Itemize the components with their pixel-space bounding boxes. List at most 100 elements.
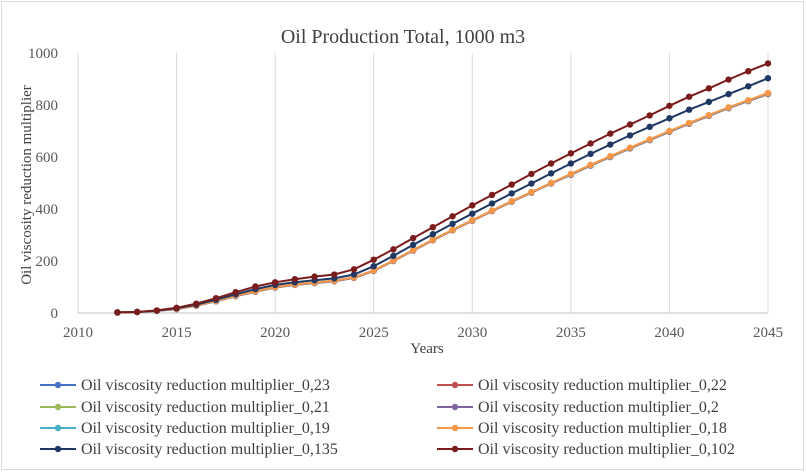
data-point bbox=[469, 202, 476, 209]
x-tick-label: 2020 bbox=[260, 325, 290, 341]
series-line bbox=[117, 93, 769, 314]
x-tick-label: 2010 bbox=[63, 325, 93, 341]
data-point bbox=[607, 130, 614, 137]
data-point bbox=[390, 257, 397, 264]
data-point bbox=[646, 112, 653, 119]
legend-swatch-marker bbox=[54, 381, 62, 389]
data-point bbox=[685, 119, 693, 127]
data-point bbox=[626, 121, 634, 128]
data-point bbox=[725, 76, 732, 83]
data-point bbox=[390, 246, 397, 253]
data-point bbox=[429, 224, 437, 231]
data-point bbox=[528, 170, 535, 178]
data-point bbox=[745, 97, 752, 104]
data-point bbox=[193, 300, 200, 307]
legend-label: Oil viscosity reduction multiplier_0,23 bbox=[81, 377, 330, 394]
data-point bbox=[626, 144, 634, 151]
data-point bbox=[685, 106, 693, 113]
data-point bbox=[745, 83, 752, 90]
data-point bbox=[666, 102, 673, 109]
series-line bbox=[117, 92, 769, 314]
series-line bbox=[117, 92, 769, 314]
data-point bbox=[331, 271, 338, 278]
y-tick-label: 1000 bbox=[28, 46, 58, 62]
data-point bbox=[173, 304, 180, 311]
legend-swatch-marker bbox=[54, 424, 62, 432]
series-6 bbox=[114, 75, 772, 316]
x-tick-label: 2015 bbox=[162, 325, 192, 341]
series-line bbox=[117, 62, 769, 314]
y-tick-label: 400 bbox=[36, 202, 59, 218]
data-point bbox=[646, 123, 653, 131]
legend-label: Oil viscosity reduction multiplier_0,21 bbox=[81, 399, 330, 416]
data-point bbox=[745, 68, 752, 75]
legend-label: Oil viscosity reduction multiplier_0,22 bbox=[478, 377, 727, 394]
series-7 bbox=[114, 60, 772, 316]
series-line bbox=[117, 92, 769, 314]
data-point bbox=[350, 271, 358, 278]
data-point bbox=[370, 256, 377, 263]
data-point bbox=[626, 132, 634, 139]
x-tick-label: 2030 bbox=[457, 325, 487, 341]
data-point bbox=[449, 226, 456, 233]
legend-label: Oil viscosity reduction multiplier_0,2 bbox=[478, 399, 719, 416]
data-point bbox=[370, 263, 377, 270]
data-point bbox=[547, 170, 555, 177]
data-point bbox=[311, 273, 318, 280]
data-point bbox=[705, 98, 713, 106]
data-point bbox=[469, 216, 476, 224]
series-1 bbox=[114, 90, 772, 316]
legend-swatch-marker bbox=[451, 403, 459, 411]
x-tick-label: 2035 bbox=[556, 325, 586, 341]
data-point bbox=[705, 111, 713, 119]
data-point bbox=[725, 90, 732, 98]
data-point bbox=[528, 180, 535, 187]
data-point bbox=[587, 140, 594, 147]
series-line bbox=[117, 92, 769, 314]
y-tick-label: 0 bbox=[51, 306, 59, 322]
data-point bbox=[567, 170, 575, 178]
data-point bbox=[705, 85, 713, 92]
legend-swatch-marker bbox=[451, 381, 459, 389]
data-point bbox=[153, 307, 161, 314]
data-point bbox=[508, 190, 515, 197]
legend-item: Oil viscosity reduction multiplier_0,18 bbox=[437, 420, 727, 437]
legend: Oil viscosity reduction multiplier_0,23 O… bbox=[40, 377, 735, 458]
data-point bbox=[271, 279, 279, 286]
data-point bbox=[666, 127, 673, 135]
x-tick-label: 2025 bbox=[359, 325, 389, 341]
data-point bbox=[409, 246, 417, 254]
data-point bbox=[212, 294, 220, 302]
data-point bbox=[232, 289, 239, 296]
legend-item: Oil viscosity reduction multiplier_0,21 bbox=[40, 399, 330, 416]
data-point bbox=[488, 200, 496, 207]
y-axis-label: Oil viscosity reduction multiplier bbox=[19, 85, 35, 285]
y-tick-label: 200 bbox=[36, 254, 59, 270]
data-point bbox=[252, 283, 259, 290]
legend-item: Oil viscosity reduction multiplier_0,2 bbox=[437, 399, 719, 416]
axes: 2010 2015 2020 2025 2030 2035 2040 2045 0 200 400 6… bbox=[28, 46, 783, 341]
legend-item: Oil viscosity reduction multiplier_0,135 bbox=[40, 441, 338, 458]
series-3 bbox=[114, 90, 772, 316]
data-point bbox=[449, 220, 456, 228]
data-point bbox=[508, 181, 515, 188]
legend-label: Oil viscosity reduction multiplier_0,19 bbox=[81, 420, 330, 437]
data-point bbox=[646, 136, 653, 143]
data-point bbox=[567, 150, 575, 157]
data-point bbox=[350, 266, 358, 273]
legend-item: Oil viscosity reduction multiplier_0,23 bbox=[40, 377, 330, 394]
data-point bbox=[409, 234, 417, 242]
data-point bbox=[528, 188, 535, 196]
data-point bbox=[764, 75, 772, 82]
data-point bbox=[725, 104, 732, 111]
chart-title: Oil Production Total, 1000 m3 bbox=[281, 26, 525, 48]
legend-item: Oil viscosity reduction multiplier_0,19 bbox=[40, 420, 330, 437]
data-point bbox=[587, 161, 594, 168]
y-tick-label: 800 bbox=[36, 98, 59, 114]
series-0 bbox=[114, 90, 772, 316]
data-point bbox=[764, 60, 772, 67]
data-point bbox=[607, 141, 614, 148]
data-point bbox=[567, 160, 575, 167]
